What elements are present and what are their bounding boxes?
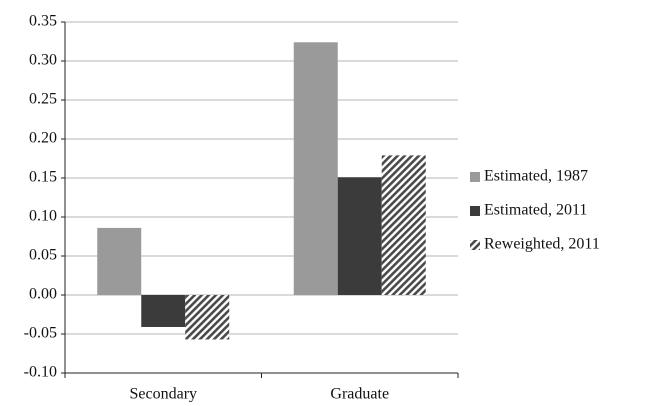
y-tick-label: 0.05 — [29, 247, 57, 264]
legend-label: Reweighted, 2011 — [484, 236, 600, 253]
y-tick-label: 0.20 — [29, 130, 57, 147]
legend-swatch — [470, 240, 480, 250]
y-tick-label: 0.10 — [29, 208, 57, 225]
bar — [337, 177, 382, 295]
x-tick-label: Graduate — [330, 386, 389, 403]
legend-swatch — [470, 172, 480, 182]
legend-label: Estimated, 2011 — [484, 202, 587, 219]
bar — [185, 295, 230, 340]
y-tick-label: -0.05 — [24, 325, 57, 342]
bar — [97, 227, 142, 295]
y-tick-label: 0.30 — [29, 52, 57, 69]
y-tick-label: 0.00 — [29, 286, 57, 303]
y-tick-label: -0.10 — [24, 364, 57, 381]
y-tick-label: 0.15 — [29, 169, 57, 186]
bar — [381, 155, 426, 295]
y-tick-label: 0.35 — [29, 13, 57, 30]
legend-swatch — [470, 206, 480, 216]
bar — [141, 295, 186, 327]
bar — [293, 42, 338, 295]
legend-label: Estimated, 1987 — [484, 168, 588, 185]
x-tick-label: Secondary — [129, 386, 197, 403]
y-tick-label: 0.25 — [29, 91, 57, 108]
